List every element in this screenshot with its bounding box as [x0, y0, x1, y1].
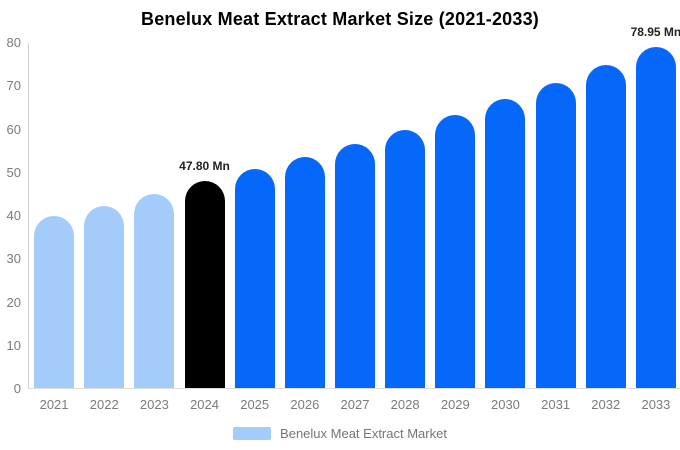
x-axis-label-2022: 2022: [89, 397, 119, 412]
y-axis-tick-label: 30: [6, 251, 21, 267]
x-axis-label-2032: 2032: [591, 397, 621, 412]
bar-2032[interactable]: [585, 65, 626, 388]
x-axis-label-2033: 2033: [641, 397, 671, 412]
chart-title: Benelux Meat Extract Market Size (2021-2…: [141, 9, 539, 29]
y-axis-tick-label: 50: [6, 164, 21, 180]
plot-area: 2021 2022 2023 47.80 Mn 2024 2025 2026 2027 2028…: [28, 25, 680, 412]
bar-value-label-2033: 78.95 Mn: [630, 24, 680, 39]
y-axis-tick-label: 10: [6, 337, 21, 353]
bar-2024[interactable]: [184, 181, 225, 388]
y-axis-tick-label: 20: [6, 294, 21, 310]
bar-2028[interactable]: [385, 129, 426, 388]
legend[interactable]: Benelux Meat Extract Market: [0, 426, 680, 441]
bar-2030[interactable]: [485, 99, 526, 388]
bar-2029[interactable]: [435, 114, 476, 388]
y-axis-tick-label: 70: [6, 78, 21, 94]
bar-value-label-2024: 47.80 Mn: [179, 159, 230, 174]
bar-2031[interactable]: [535, 82, 576, 388]
x-axis-label-2027: 2027: [340, 397, 370, 412]
x-axis-label-2021: 2021: [39, 397, 69, 412]
bar-2026[interactable]: [284, 156, 325, 388]
y-axis-tick-label: 60: [6, 121, 21, 137]
bar-2023[interactable]: [134, 194, 175, 388]
legend-label: Benelux Meat Extract Market: [280, 426, 447, 441]
bar-2033[interactable]: [635, 46, 676, 388]
legend-swatch: [233, 427, 272, 440]
x-axis-label-2024: 2024: [190, 397, 219, 412]
y-axis-tick-label: 40: [6, 208, 21, 223]
bar-2027[interactable]: [335, 143, 375, 388]
x-axis-label-2029: 2029: [440, 397, 470, 412]
x-axis-label-2030: 2030: [490, 397, 520, 412]
bar-2022[interactable]: [84, 205, 125, 388]
x-axis-label-2028: 2028: [390, 397, 420, 412]
x-axis-label-2025: 2025: [240, 397, 270, 412]
x-axis-label-2031: 2031: [541, 397, 571, 412]
y-axis-tick-label: 0: [13, 381, 21, 396]
bar-2021[interactable]: [34, 215, 75, 388]
y-axis: 0 10 20 30 40 50 60 70 80: [0, 36, 24, 396]
y-axis-tick-label: 80: [6, 35, 21, 50]
x-axis-label-2026: 2026: [290, 397, 320, 412]
bar-2025[interactable]: [234, 169, 275, 388]
x-axis-label-2023: 2023: [139, 397, 169, 412]
